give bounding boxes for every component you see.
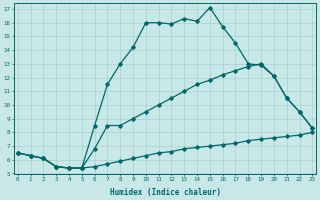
X-axis label: Humidex (Indice chaleur): Humidex (Indice chaleur)	[109, 188, 220, 197]
